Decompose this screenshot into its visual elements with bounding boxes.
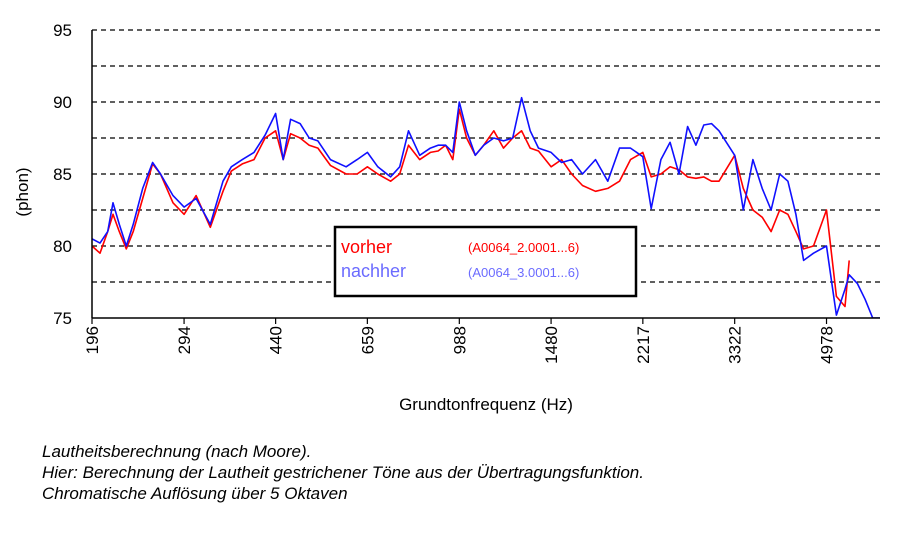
x-tick-label: 440 — [267, 326, 286, 354]
y-tick-label: 80 — [53, 237, 72, 256]
loudness-chart: 75 80 85 90 95 196 294 440 659 988 1480 2217 3322 49… — [13, 21, 880, 414]
caption-line-3: Chromatische Auflösung über 5 Oktaven — [42, 484, 348, 503]
caption-line-2: Hier: Berechnung der Lautheit gestrichen… — [42, 463, 644, 482]
series-layer — [92, 96, 880, 318]
y-tick-label: 90 — [53, 93, 72, 112]
x-tick-label: 294 — [175, 326, 194, 354]
y-axis-label: (phon) — [13, 167, 32, 216]
x-axis-label: Grundtonfrequenz (Hz) — [399, 395, 573, 414]
y-tick-label: 75 — [53, 309, 72, 328]
x-tick-label: 196 — [83, 326, 102, 354]
legend: vorher (A0064_2.0001...6) nachher (A0064… — [333, 225, 638, 298]
y-tick-label: 85 — [53, 165, 72, 184]
series-line-nachher — [92, 96, 880, 318]
x-tick-label: 2217 — [634, 326, 653, 364]
legend-label-nachher: (A0064_3.0001...6) — [468, 265, 579, 280]
legend-box — [333, 225, 638, 298]
x-axis-ticks: 196 294 440 659 988 1480 2217 3322 4978 — [83, 318, 837, 364]
legend-label-vorher: (A0064_2.0001...6) — [468, 240, 579, 255]
x-tick-label: 4978 — [818, 326, 837, 364]
x-tick-label: 659 — [358, 326, 377, 354]
x-tick-label: 1480 — [542, 326, 561, 364]
legend-name-nachher: nachher — [341, 261, 406, 281]
legend-name-vorher: vorher — [341, 237, 392, 257]
x-tick-label: 3322 — [726, 326, 745, 364]
caption-line-1: Lautheitsberechnung (nach Moore). — [42, 442, 312, 461]
caption: Lautheitsberechnung (nach Moore). Hier: … — [42, 441, 644, 504]
y-tick-label: 95 — [53, 21, 72, 40]
series-line-vorher — [92, 108, 850, 308]
y-axis-ticks: 75 80 85 90 95 — [53, 21, 72, 328]
x-tick-label: 988 — [450, 326, 469, 354]
